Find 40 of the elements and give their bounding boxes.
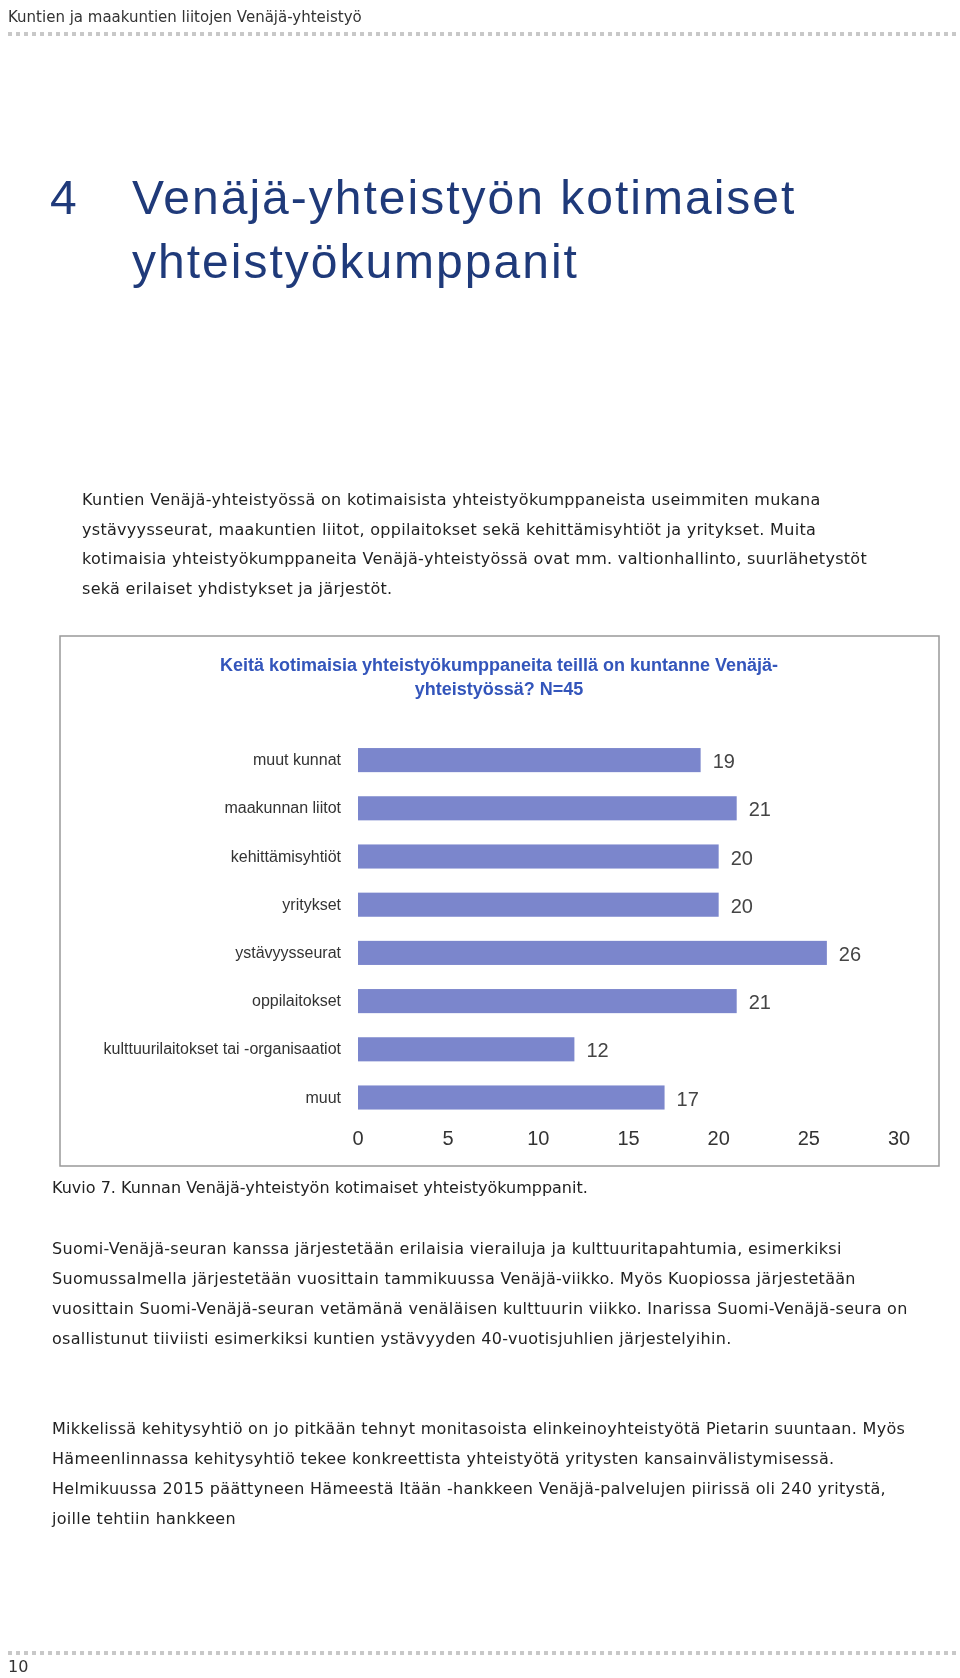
data-label: 20 — [730, 894, 753, 917]
bar — [358, 748, 701, 773]
bar — [358, 940, 827, 965]
x-tick-label: 10 — [527, 1127, 550, 1149]
x-tick-label: 5 — [442, 1127, 454, 1149]
text: Kuntien Venäjä-yhteistyössä on kotimaisista yhteistyökumppaneista useimmiten mukana ystävyysseurat, maakuntien liitot, oppilaitokset sekä kehittämisyhtiöt ja yritykset. Muita kotimaisia yhteistyökumppaneita Venäjä-yhteistyössä ovat mm. valtionhallinto, suurlähetystöt sekä erilaiset yhdistykset ja järjestöt. — [82, 490, 868, 598]
bar — [358, 796, 737, 821]
y-tick-label: muut kunnat — [252, 751, 342, 769]
data-label: 19 — [712, 750, 735, 773]
bar — [358, 989, 737, 1014]
text: Kuntien ja maakuntien liitojen Venäjä-yhteistyö — [8, 8, 362, 26]
bar — [358, 1085, 665, 1110]
data-label: 17 — [676, 1087, 699, 1110]
x-tick-label: 20 — [707, 1127, 730, 1149]
bar — [358, 1037, 575, 1062]
x-tick-label: 0 — [352, 1127, 364, 1149]
text: Mikkelissä kehitysyhtiö on jo pitkään tehnyt monitasoista elinkeinoyhteistyötä Pietarin suuntaan. Myös Hämeenlinnassa kehitysyhtiö tekee konkreettista yhteistyötä yritysten kansainvälistymisessä. Helmikuussa 2015 päättyneen Hämeestä Itään -hankkeen Venäjä-palvelujen piirissä oli 240 yritystä, joille tehtiin hankkeen — [51, 1419, 906, 1528]
data-label: 26 — [838, 942, 862, 965]
y-tick-label: muut — [305, 1088, 342, 1106]
y-tick-label: ystävyysseurat — [235, 943, 342, 961]
bar — [358, 844, 719, 869]
data-label: 21 — [748, 798, 771, 821]
x-tick-label: 30 — [887, 1127, 911, 1149]
text: Kuvio 7. Kunnan Venäjä-yhteistyön kotimaiset yhteistyökumppanit. — [52, 1178, 588, 1197]
y-tick-label: kehittämisyhtiöt — [230, 847, 342, 865]
text: Venäjä-yhteistyön kotimaiset yhteistyökumppanit — [132, 171, 797, 288]
y-tick-label: yritykset — [282, 895, 342, 913]
chart-title: Keitä kotimaisia yhteistyökumppaneita teillä on kuntanne Venäjä-yhteistyössä? N=45 — [219, 655, 779, 699]
text: Suomi-Venäjä-seuran kanssa järjestetään erilaisia vierailuja ja kulttuuritapahtumia, esimerkiksi Suomussalmella järjestetään vuosittain tammikuussa Venäjä-viikko. Myös Kuopiossa järjestetään vuosittain Suomi-Venäjä-seuran vetämänä venäläisen kulttuurin viikko. Inarissa Suomi-Venäjä-seura on osallistunut tiiviisti esimerkiksi kuntien ystävyyden 40-vuotisjuhlien järjestelyihin. — [52, 1239, 908, 1348]
y-tick-label: maakunnan liitot — [224, 799, 342, 817]
x-tick-label: 25 — [797, 1127, 820, 1149]
x-tick-label: 15 — [617, 1127, 640, 1149]
y-tick-label: kulttuurilaitokset tai -organisaatiot — [103, 1040, 342, 1058]
text: 10 — [8, 1657, 29, 1676]
data-label: 20 — [730, 846, 753, 869]
bar — [358, 892, 719, 917]
y-tick-label: oppilaitokset — [252, 992, 342, 1010]
text: 4 — [50, 171, 77, 224]
data-label: 21 — [748, 991, 771, 1014]
data-label: 12 — [586, 1039, 609, 1062]
